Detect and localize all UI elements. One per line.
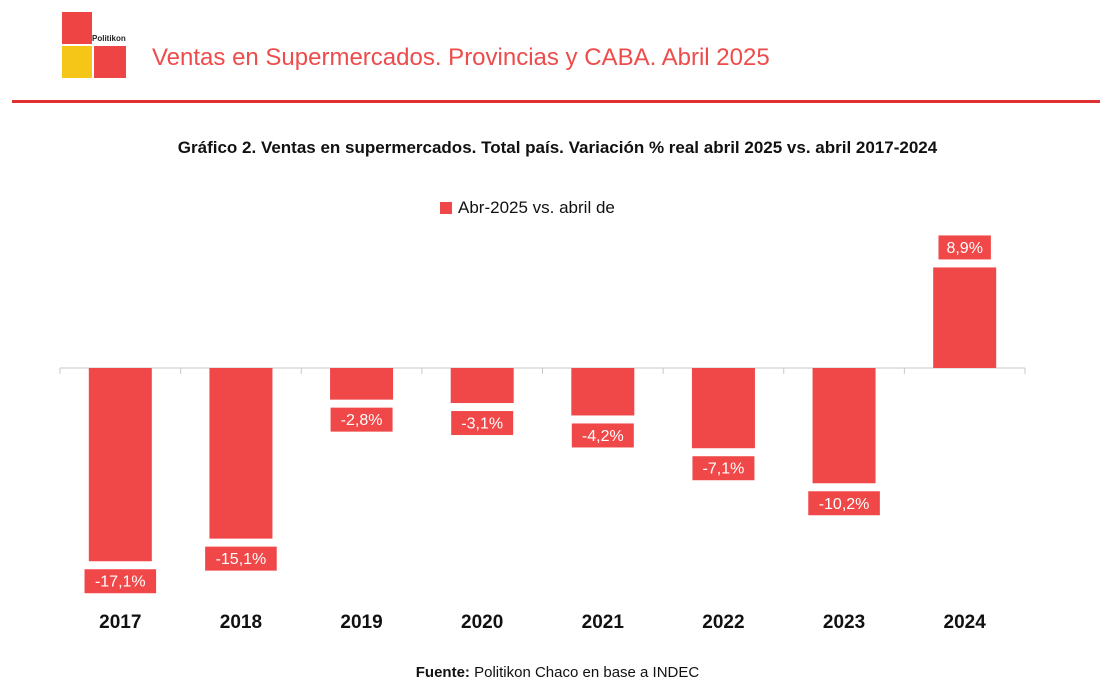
bar-2019 — [330, 368, 394, 400]
bar-2023 — [812, 368, 876, 484]
header-divider — [12, 100, 1100, 103]
data-label-bg-2022 — [692, 456, 755, 481]
x-tick-label-2018: 2018 — [220, 612, 262, 633]
x-tick-label-2023: 2023 — [823, 612, 865, 633]
bar-2021 — [571, 368, 635, 416]
source-note: Fuente: Politikon Chaco en base a INDEC — [0, 664, 1115, 681]
data-label-bg-2023 — [808, 491, 880, 516]
x-tick-label-2017: 2017 — [99, 612, 141, 633]
x-tick-label-2024: 2024 — [944, 612, 987, 633]
logo-text: Politikon — [92, 34, 126, 43]
bar-2022 — [691, 368, 755, 449]
data-label-bg-2018 — [205, 546, 277, 571]
data-label-bg-2021 — [571, 423, 634, 448]
data-label-bg-2019 — [330, 407, 393, 432]
data-label-2022: -7,1% — [703, 461, 745, 478]
chart-legend: Abr-2025 vs. abril de — [440, 198, 615, 218]
data-label-2018: -15,1% — [216, 551, 267, 568]
data-label-2023: -10,2% — [819, 496, 870, 513]
data-label-2021: -4,2% — [582, 428, 624, 445]
x-tick-label-2020: 2020 — [461, 612, 503, 633]
data-label-2017: -17,1% — [95, 574, 146, 591]
source-label: Fuente: — [415, 664, 470, 681]
data-label-bg-2024 — [938, 235, 991, 260]
data-label-bg-2017 — [84, 569, 157, 594]
data-label-bg-2020 — [451, 411, 514, 436]
data-label-2019: -2,8% — [341, 412, 383, 429]
legend-swatch — [440, 202, 452, 214]
source-text: Politikon Chaco en base a INDEC — [469, 664, 700, 681]
x-tick-label-2019: 2019 — [340, 612, 382, 633]
chart-title: Gráfico 2. Ventas en supermercados. Tota… — [177, 138, 938, 157]
header-title: Ventas en Supermercados. Provincias y CA… — [152, 44, 770, 71]
x-tick-label-2021: 2021 — [582, 612, 625, 633]
bar-2020 — [450, 368, 514, 404]
legend-label: Abr-2025 vs. abril de — [458, 198, 615, 217]
data-label-2020: -3,1% — [461, 416, 503, 433]
x-tick-label-2022: 2022 — [702, 612, 744, 633]
bar-2017 — [88, 368, 152, 562]
bar-2024 — [933, 267, 997, 368]
data-label-2024: 8,9% — [946, 240, 982, 257]
politikon-logo: Politikon — [62, 12, 126, 78]
bar-2018 — [209, 368, 273, 539]
